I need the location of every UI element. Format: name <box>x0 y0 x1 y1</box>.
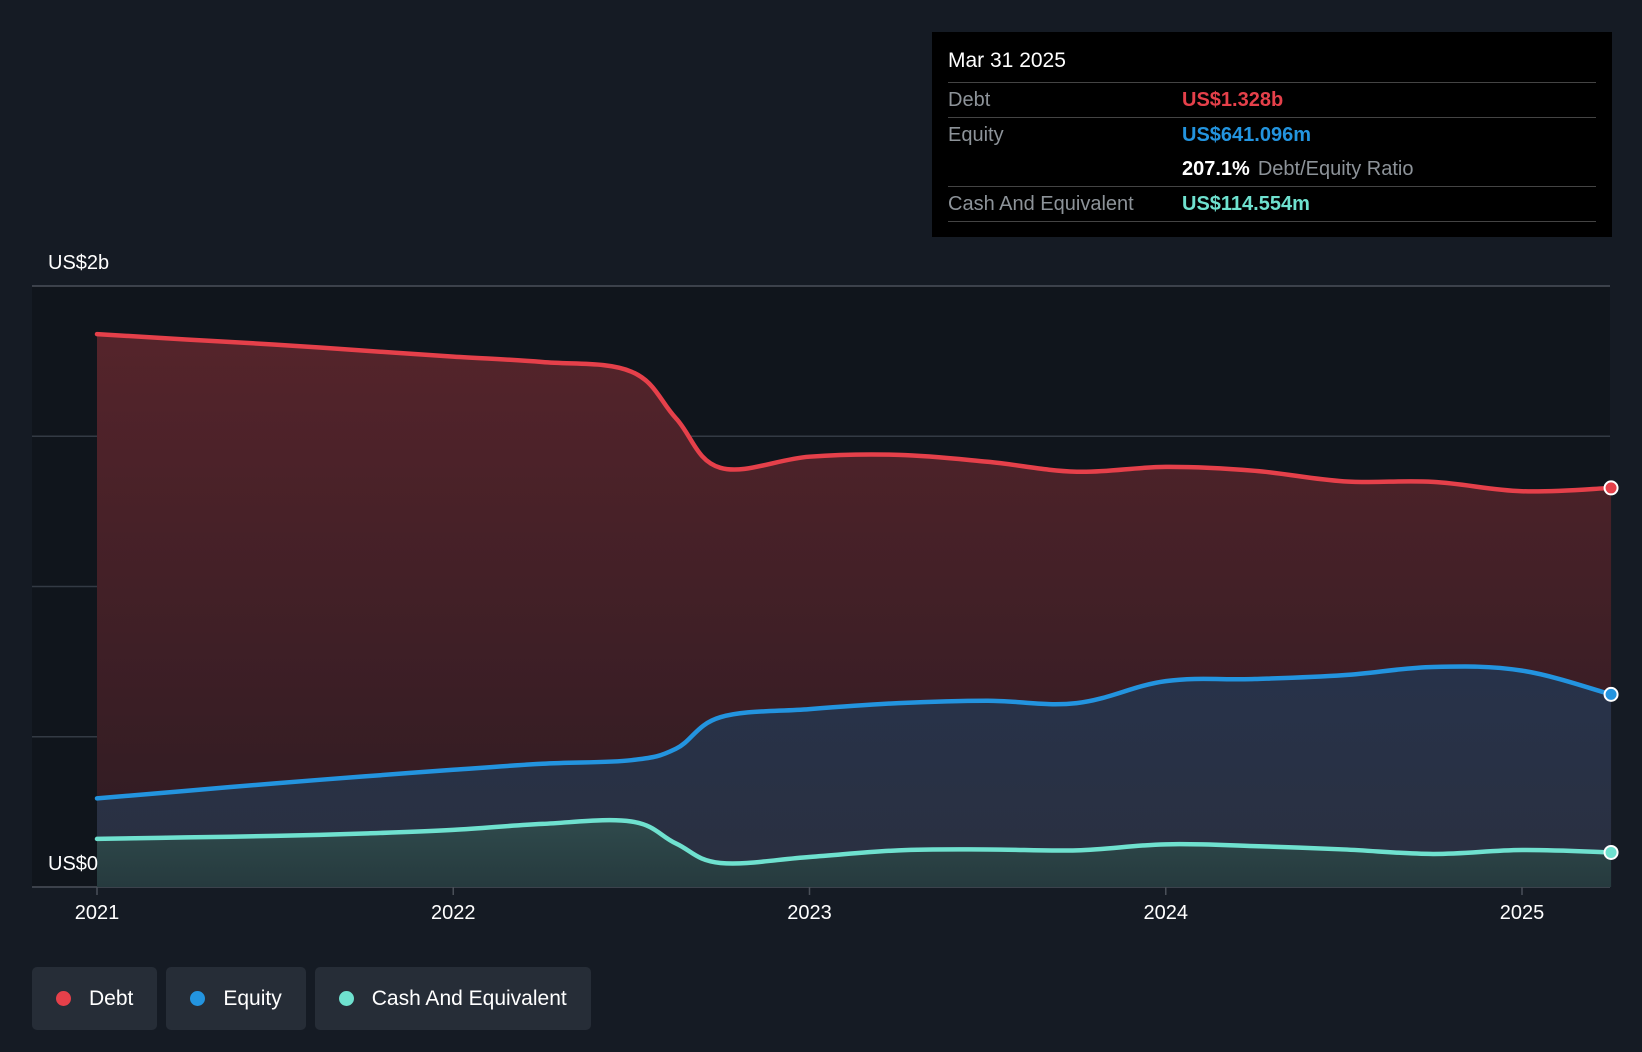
equity-end-marker <box>1603 686 1619 702</box>
x-tick-label: 2024 <box>1144 902 1189 924</box>
tooltip-equity-value: US$641.096m <box>1182 124 1311 146</box>
data-tooltip: Mar 31 2025 Debt US$1.328b Equity US$641… <box>932 32 1612 237</box>
tooltip-date: Mar 31 2025 <box>948 46 1596 83</box>
debt-end-marker <box>1603 480 1619 496</box>
tooltip-debt-value: US$1.328b <box>1182 89 1284 111</box>
x-tick-label: 2021 <box>75 902 120 924</box>
legend-label-cash: Cash And Equivalent <box>371 986 567 1010</box>
cash-line <box>94 817 1614 866</box>
tooltip-equity-label: Equity <box>948 124 1004 146</box>
y-tick-label: US$2b <box>48 252 109 274</box>
tooltip-ratio-label: Debt/Equity Ratio <box>1257 158 1414 180</box>
legend-dot-equity <box>190 991 206 1006</box>
tooltip-debt-label: Debt <box>948 89 991 111</box>
cash-end-marker <box>1603 844 1619 860</box>
series-end-markers <box>1603 480 1619 860</box>
x-tick-label: 2022 <box>431 902 476 924</box>
legend-item-debt[interactable]: Debt <box>32 967 158 1030</box>
legend-dot-cash <box>338 991 354 1006</box>
tooltip-ratio-row: 207.1% Debt/Equity Ratio <box>948 152 1596 187</box>
tooltip-ratio-value: 207.1% <box>1182 158 1250 180</box>
y-tick-label: US$0 <box>48 853 98 875</box>
tooltip-equity-row: Equity US$641.096m <box>948 118 1596 152</box>
tooltip-cash-value: US$114.554m <box>1182 193 1310 215</box>
equity-line <box>94 664 1614 801</box>
series-lines <box>94 331 1614 866</box>
x-tick-label: 2023 <box>787 902 832 924</box>
tooltip-cash-row: Cash And Equivalent US$114.554m <box>948 187 1596 222</box>
tooltip-debt-row: Debt US$1.328b <box>948 83 1596 118</box>
axis-labels: 2021 2022 2023 2024 2025 US$0 US$2b <box>48 252 1544 924</box>
legend-label-equity: Equity <box>223 986 282 1010</box>
x-tick-label: 2025 <box>1500 902 1545 924</box>
legend-dot-debt <box>56 991 71 1006</box>
debt-line <box>94 331 1614 494</box>
legend-item-cash[interactable]: Cash And Equivalent <box>314 967 591 1030</box>
legend-item-equity[interactable]: Equity <box>166 967 306 1030</box>
tooltip-cash-label: Cash And Equivalent <box>948 193 1134 215</box>
chart-legend: Debt Equity Cash And Equivalent <box>32 967 591 1030</box>
legend-label-debt: Debt <box>89 986 134 1010</box>
